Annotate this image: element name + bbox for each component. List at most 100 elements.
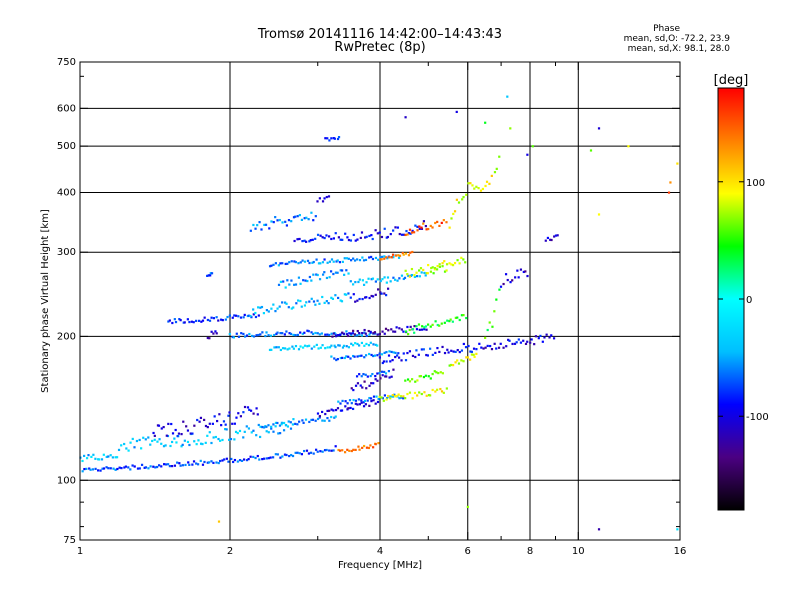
echo-point xyxy=(221,319,224,322)
echo-point xyxy=(330,237,333,241)
echo-point xyxy=(328,260,332,263)
echo-point xyxy=(362,259,366,262)
echo-point xyxy=(294,451,297,454)
echo-point xyxy=(321,450,324,453)
echo-point xyxy=(389,360,392,363)
echo-point xyxy=(279,348,282,352)
echo-point xyxy=(316,233,320,236)
echo-point xyxy=(332,449,335,452)
echo-point xyxy=(107,467,110,470)
echo-point xyxy=(338,449,342,452)
echo-point xyxy=(138,438,141,442)
echo-point xyxy=(361,256,364,259)
echo-point xyxy=(353,259,357,262)
echo-point xyxy=(283,301,287,304)
echo-point xyxy=(470,350,473,353)
echo-point xyxy=(469,358,472,361)
echo-point xyxy=(269,334,273,337)
echo-point xyxy=(422,268,425,272)
echo-point xyxy=(290,307,293,310)
echo-point xyxy=(129,441,132,444)
x-tick-label: 1 xyxy=(77,546,83,557)
echo-point xyxy=(407,274,410,277)
echo-point xyxy=(280,423,283,426)
echo-point xyxy=(188,320,191,324)
echo-point xyxy=(467,182,470,185)
echo-point xyxy=(497,346,501,349)
echo-point xyxy=(319,234,322,237)
echo-point xyxy=(167,320,170,323)
echo-point xyxy=(284,262,287,266)
echo-point xyxy=(263,223,266,227)
echo-point xyxy=(212,461,215,465)
echo-point xyxy=(347,238,351,242)
echo-point xyxy=(176,461,179,464)
echo-point xyxy=(287,219,291,222)
echo-point xyxy=(354,280,357,284)
echo-point xyxy=(427,227,430,231)
echo-point xyxy=(98,458,101,461)
echo-point xyxy=(367,277,370,280)
echo-point xyxy=(436,265,439,268)
echo-point xyxy=(311,418,315,421)
echo-point xyxy=(378,231,381,234)
echo-point xyxy=(333,416,336,419)
echo-point xyxy=(210,441,213,445)
echo-point xyxy=(406,351,409,355)
echo-point xyxy=(210,316,213,319)
echo-point xyxy=(545,333,548,336)
echo-point xyxy=(276,421,279,425)
echo-point xyxy=(394,395,397,398)
echo-point xyxy=(170,422,173,426)
echo-point xyxy=(589,149,593,152)
echo-point xyxy=(372,354,375,358)
echo-point xyxy=(366,375,369,378)
echo-point xyxy=(267,457,270,460)
echo-point xyxy=(387,369,390,373)
echo-point xyxy=(400,328,403,331)
echo-point xyxy=(438,263,441,266)
echo-point xyxy=(272,456,275,459)
echo-point xyxy=(317,262,321,265)
echo-point xyxy=(383,332,386,335)
echo-point xyxy=(422,348,425,351)
echo-point xyxy=(418,275,421,278)
echo-point xyxy=(416,394,419,397)
echo-point xyxy=(464,346,468,349)
echo-point xyxy=(345,293,348,296)
echo-point xyxy=(430,266,433,270)
echo-point xyxy=(181,443,184,446)
echo-point xyxy=(394,355,397,359)
echo-point xyxy=(236,431,239,435)
echo-point xyxy=(220,318,223,321)
echo-point xyxy=(377,258,380,261)
echo-point xyxy=(369,444,372,447)
echo-point xyxy=(352,257,355,260)
echo-point xyxy=(140,447,143,450)
echo-point xyxy=(372,382,375,385)
echo-point xyxy=(301,332,304,335)
echo-point xyxy=(368,333,371,336)
echo-point xyxy=(337,334,340,337)
echo-point xyxy=(206,274,209,277)
echo-point xyxy=(279,456,282,459)
echo-point xyxy=(411,354,415,358)
echo-point xyxy=(381,397,384,400)
echo-point xyxy=(360,341,364,345)
echo-point xyxy=(171,432,175,435)
echo-point xyxy=(152,465,155,468)
echo-point xyxy=(429,270,433,273)
echo-point xyxy=(385,281,388,284)
echo-point xyxy=(359,384,362,387)
echo-point xyxy=(350,387,353,390)
echo-point xyxy=(400,233,404,236)
echo-point xyxy=(426,354,429,357)
echo-point xyxy=(292,306,295,309)
echo-point xyxy=(362,401,365,404)
echo-point xyxy=(368,296,371,300)
echo-point xyxy=(349,332,353,335)
echo-point xyxy=(396,279,399,282)
echo-point xyxy=(290,279,293,282)
echo-point xyxy=(416,275,419,278)
echo-point xyxy=(365,281,368,284)
